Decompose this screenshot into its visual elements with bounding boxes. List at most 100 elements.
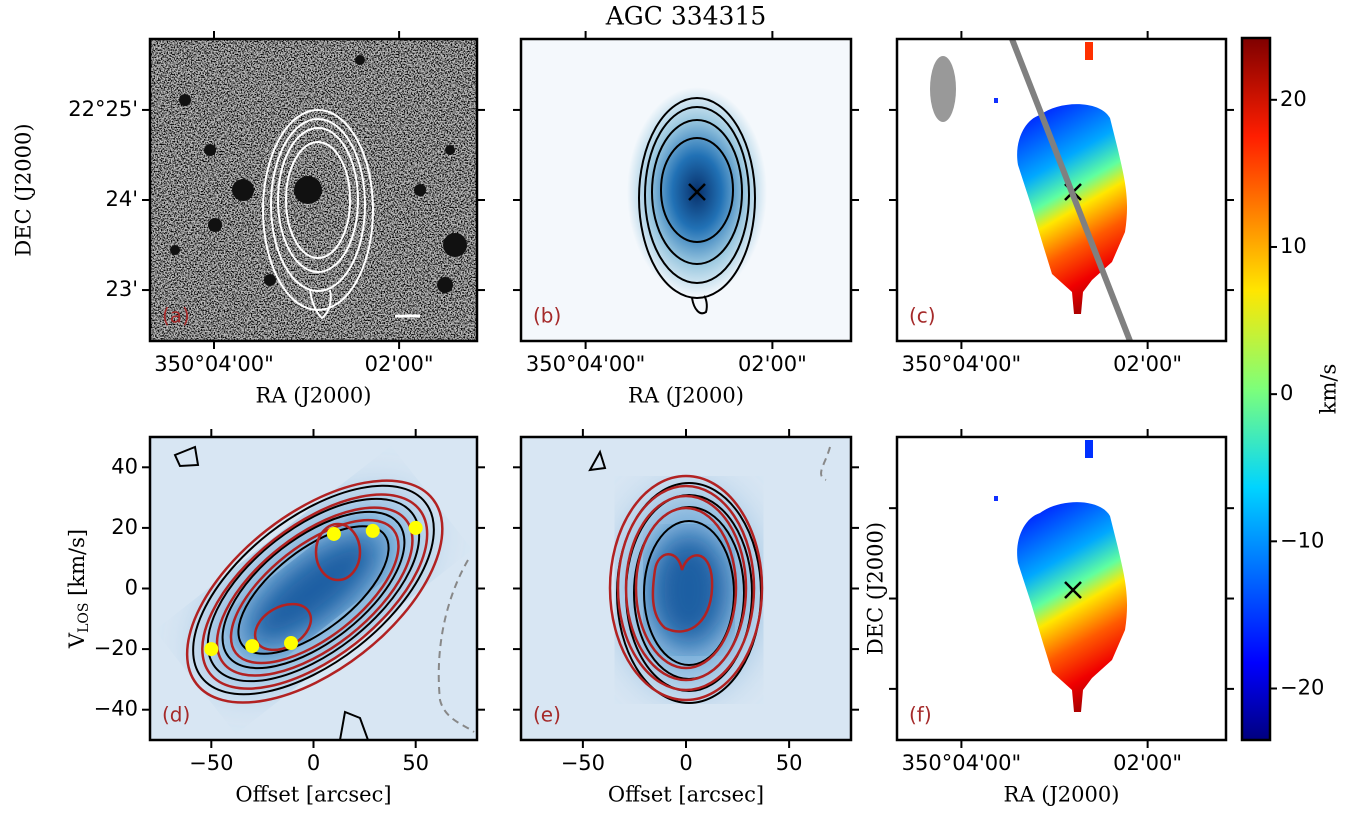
panel-content <box>150 437 477 740</box>
panel-label: (b) <box>533 304 561 328</box>
x-axis-label: Offset [arcsec] <box>608 783 764 807</box>
contour <box>638 97 756 299</box>
contour <box>660 137 734 243</box>
y-tick-label: −40 <box>94 697 138 721</box>
contour <box>201 493 429 690</box>
x-axis-label: RA (J2000) <box>628 384 744 408</box>
contour <box>339 710 369 740</box>
y-tick-label: 10 <box>1280 234 1307 258</box>
contour <box>314 522 362 582</box>
velocity-speck <box>994 98 998 103</box>
panel: −50 0 50 −40 −20 0 20 40 (d) Offset [arcsec] VLOS … <box>65 429 485 807</box>
velocity-speck <box>1085 440 1093 458</box>
contour <box>285 141 351 259</box>
contour <box>185 479 444 704</box>
contour <box>588 449 607 472</box>
contour <box>206 497 421 683</box>
contour <box>691 295 708 315</box>
y-tick-label: 0 <box>125 576 138 600</box>
star <box>208 218 222 232</box>
contour <box>229 518 400 665</box>
data-point <box>245 639 260 654</box>
y-tick-label: 22°25' <box>68 97 138 121</box>
star <box>445 145 455 155</box>
x-tick-label: 02'00" <box>738 352 807 376</box>
velocity-speck <box>994 496 998 501</box>
panel: −20 −10 0 10 20 km/s <box>1240 36 1341 742</box>
panel-content <box>1242 38 1270 740</box>
x-axis-label: RA (J2000) <box>1004 783 1120 807</box>
star <box>232 179 254 201</box>
contour <box>616 484 756 692</box>
frame <box>519 37 853 343</box>
contour <box>643 520 735 666</box>
x-tick-label: 50 <box>776 751 803 775</box>
panel-label: (d) <box>162 703 190 727</box>
y-tick-label: 40 <box>111 454 138 478</box>
data-point <box>365 523 380 538</box>
star <box>294 176 322 204</box>
panel-label: (c) <box>909 304 936 328</box>
star <box>355 55 365 65</box>
x-tick-label: −50 <box>561 751 605 775</box>
panel: 350°04'00" 02'00" (b) AGC 334315 RA (J2000) <box>513 2 859 408</box>
velocity-field <box>1017 502 1128 712</box>
y-axis-label-part: [km/s] <box>65 529 89 603</box>
panel-content <box>897 437 1226 740</box>
contour <box>221 510 406 670</box>
panel: 350°04'00" 02'00" (c) <box>889 31 1234 376</box>
panel: 350°04'00" 02'00" (f) RA (J2000) DEC (J2000) <box>864 429 1234 807</box>
panel: 350°04'00" 02'00" 22°25' 24' 23' (a) RA (J2000… <box>12 31 485 408</box>
y-axis-label: DEC (J2000) <box>864 522 888 655</box>
contour <box>820 446 831 481</box>
y-tick-label: 24' <box>106 187 139 211</box>
x-tick-label: 350°04'00" <box>526 352 645 376</box>
panel-label: (f) <box>909 703 932 727</box>
panel-content <box>897 39 1226 341</box>
colorbar-gradient <box>1242 38 1270 740</box>
colorbar-label: km/s <box>1317 364 1341 415</box>
x-axis-label: Offset [arcsec] <box>235 783 391 807</box>
velocity-speck <box>1085 42 1093 60</box>
star <box>443 233 467 257</box>
y-tick-label: 20 <box>111 515 138 539</box>
frame <box>1240 36 1272 742</box>
data-point <box>408 520 423 535</box>
data-point <box>326 526 341 541</box>
y-axis-label: VLOS [km/s] <box>65 529 93 649</box>
star <box>179 94 191 106</box>
star <box>170 245 180 255</box>
contour <box>277 127 359 273</box>
y-axis-label-part: V <box>65 632 89 649</box>
contour <box>173 445 200 468</box>
y-axis-label-part: LOS <box>76 603 92 633</box>
contour <box>608 474 764 702</box>
star <box>414 184 426 196</box>
frame <box>895 435 1228 742</box>
contour <box>651 119 743 265</box>
y-tick-label: −10 <box>1280 528 1324 552</box>
panel-label: (a) <box>162 304 190 328</box>
contour <box>262 109 374 311</box>
center-marker <box>1064 581 1082 599</box>
x-axis-label: RA (J2000) <box>256 384 372 408</box>
slit <box>1009 39 1133 341</box>
contour <box>644 106 750 284</box>
x-tick-label: 02'00" <box>1113 751 1182 775</box>
contour <box>270 118 366 292</box>
contour <box>624 494 748 682</box>
center-marker <box>688 183 706 201</box>
y-tick-label: −20 <box>1280 675 1324 699</box>
panel: −50 0 50 (e) Offset [arcsec] <box>513 429 859 807</box>
x-tick-label: 02'00" <box>365 352 434 376</box>
panel-content <box>521 437 851 740</box>
x-tick-label: 350°04'00" <box>154 352 273 376</box>
contour <box>651 553 714 633</box>
emission <box>247 535 380 645</box>
star <box>437 277 453 293</box>
star <box>204 144 216 156</box>
frame <box>148 37 479 343</box>
data-point <box>284 636 299 651</box>
star <box>264 274 276 286</box>
